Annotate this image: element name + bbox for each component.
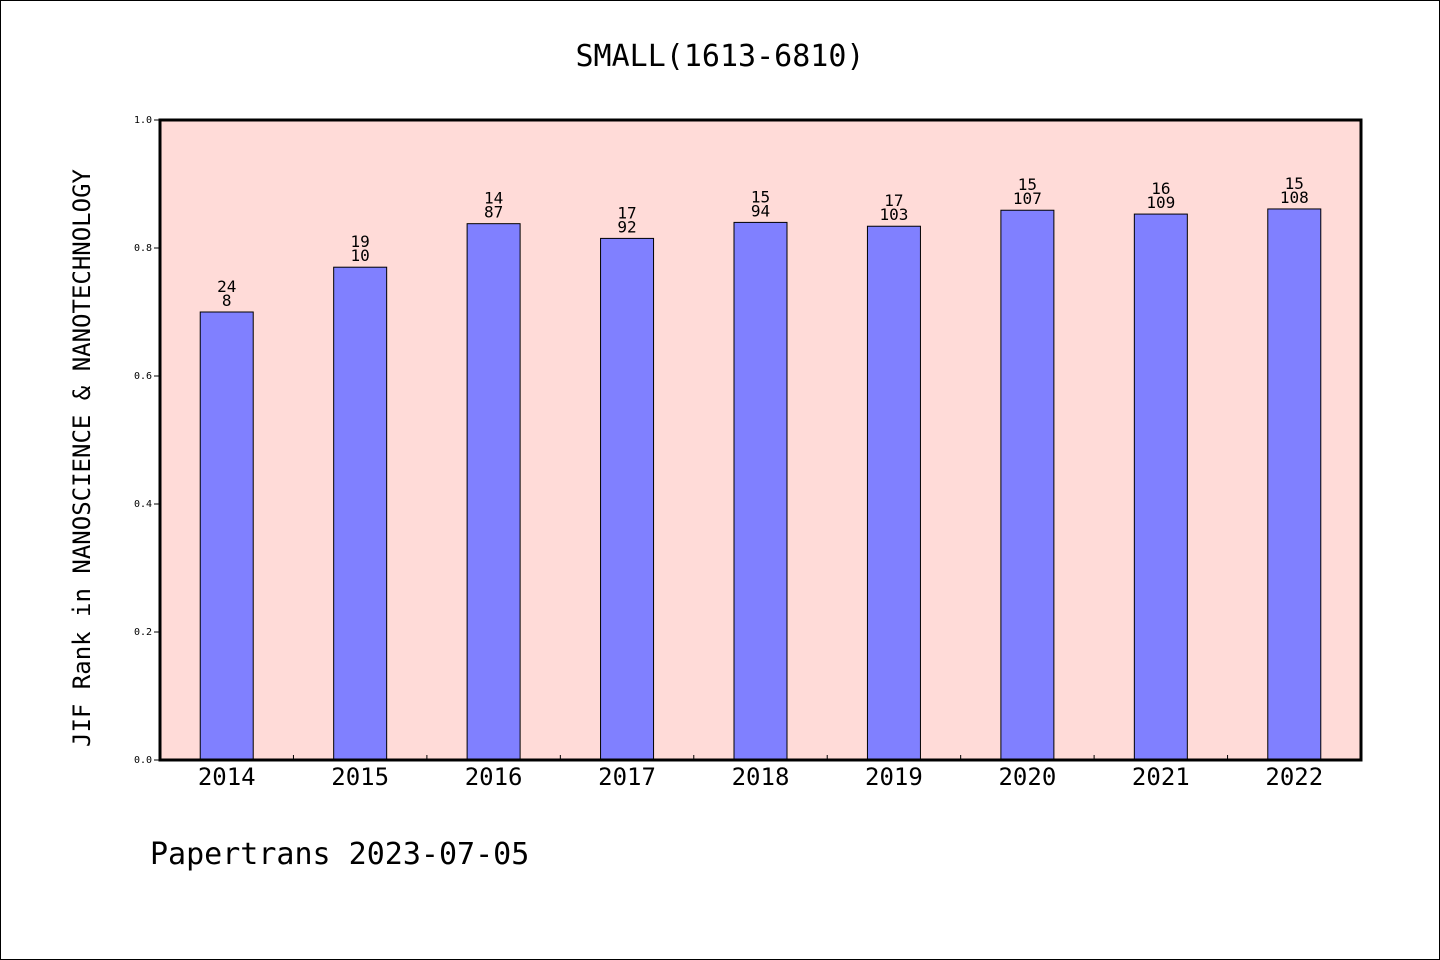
bar-rank-label: 24 <box>217 277 236 296</box>
bar-rank-label: 14 <box>484 189 503 208</box>
bar-2015 <box>333 266 388 761</box>
bar-rank-label: 19 <box>351 232 370 251</box>
bar-rank-label: 15 <box>1285 174 1304 193</box>
bar-2017 <box>600 237 655 761</box>
bar-2021 <box>1133 213 1188 761</box>
bar-rank-label: 17 <box>617 203 636 222</box>
bar-rank-label: 15 <box>751 187 770 206</box>
x-tick-label: 2020 <box>998 763 1056 791</box>
bar-total-label: 92 <box>617 217 636 236</box>
bar-total-label: 87 <box>484 203 503 222</box>
x-tick-label: 2017 <box>598 763 656 791</box>
bar-rank-label: 15 <box>1018 175 1037 194</box>
y-tick-label: 0.2 <box>134 627 152 638</box>
x-tick-label: 2016 <box>465 763 523 791</box>
bar-total-label: 103 <box>879 205 908 224</box>
bar-total-label: 109 <box>1146 193 1175 212</box>
footer-text: Papertrans 2023-07-05 <box>150 837 529 872</box>
y-tick-label: 0.4 <box>134 499 152 510</box>
bar-2014 <box>199 311 254 761</box>
y-tick-label: 1.0 <box>134 115 152 126</box>
chart-title: SMALL(1613-6810) <box>576 39 865 74</box>
y-tick-label: 0.6 <box>134 371 152 382</box>
x-tick-label: 2022 <box>1265 763 1323 791</box>
bar-total-label: 107 <box>1013 189 1042 208</box>
x-tick-label: 2015 <box>331 763 389 791</box>
x-tick-label: 2019 <box>865 763 923 791</box>
y-tick-label: 0.0 <box>134 755 152 766</box>
bar-2016 <box>466 223 521 761</box>
bar-total-label: 8 <box>222 291 232 310</box>
bar-2020 <box>1000 209 1055 761</box>
y-axis: 0.0 0.2 0.4 0.6 0.8 1.0 <box>134 115 160 766</box>
x-tick-label: 2018 <box>732 763 790 791</box>
x-tick-label: 2021 <box>1132 763 1190 791</box>
y-tick-label: 0.8 <box>134 243 152 254</box>
x-axis: 2014 2015 2016 2017 2018 2019 2020 2021 2022 <box>198 755 1323 791</box>
bar-rank-label: 16 <box>1151 179 1170 198</box>
bar-rank-label: 17 <box>884 191 903 210</box>
bar-2018 <box>733 221 788 761</box>
y-axis-label: JIF Rank in NANOSCIENCE & NANOTECHNOLOGY <box>68 168 96 747</box>
bar-2019 <box>866 225 921 761</box>
bar-total-label: 10 <box>351 246 370 265</box>
bar-total-label: 94 <box>751 201 770 220</box>
plot-border <box>158 118 1363 762</box>
bar-2022 <box>1267 208 1322 761</box>
bar-total-label: 108 <box>1280 188 1309 207</box>
x-tick-label: 2014 <box>198 763 256 791</box>
